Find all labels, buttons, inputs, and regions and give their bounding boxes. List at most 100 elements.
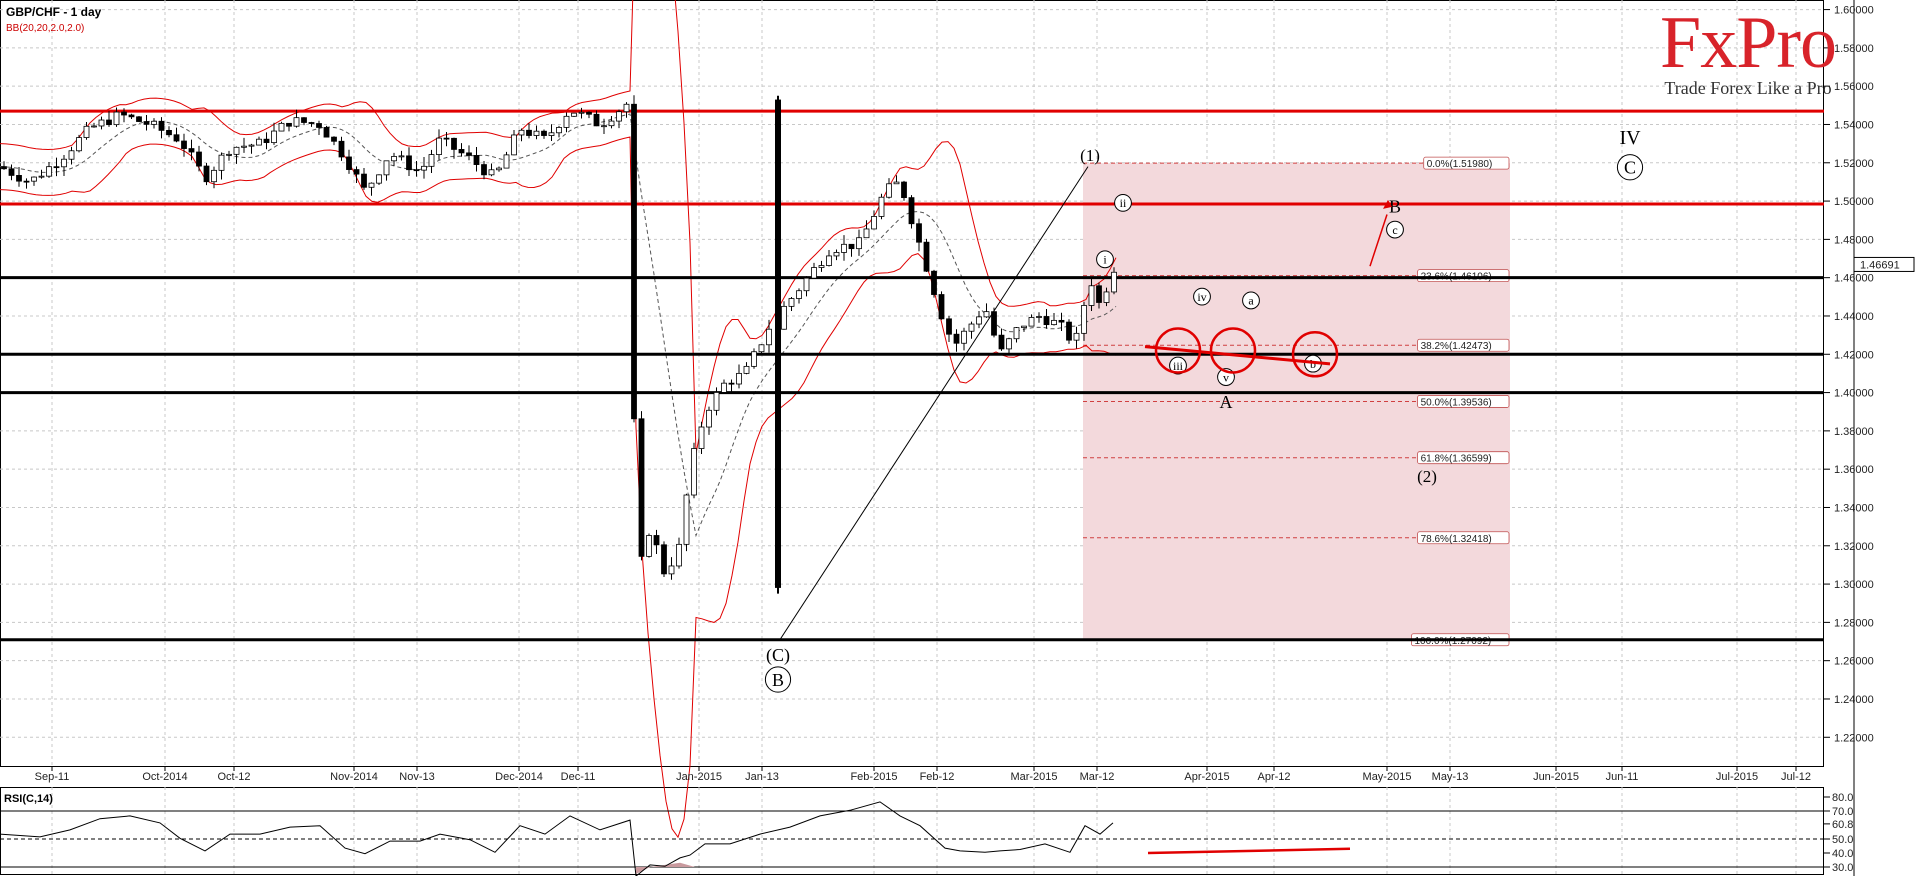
candle-body <box>1111 271 1117 293</box>
candle-body <box>211 169 217 183</box>
candle-body <box>946 318 952 335</box>
candle-body <box>458 149 465 154</box>
candle-body <box>91 125 97 128</box>
candle-body <box>601 125 607 128</box>
candle-body <box>181 140 187 149</box>
candle-body <box>653 535 660 546</box>
bb-upper <box>0 0 1117 454</box>
candle-body <box>1043 316 1050 326</box>
support-resistance-levels <box>0 109 1824 642</box>
candle-body <box>248 144 255 147</box>
projection-line <box>1369 214 1388 267</box>
y-tick-label: 1.52000 <box>1834 158 1874 170</box>
candle-body <box>908 197 915 225</box>
rsi-tick-label: 30.0 <box>1832 862 1853 874</box>
x-tick-label: Apr-12 <box>1257 771 1290 783</box>
candle-body <box>188 148 195 153</box>
y-tick-label: 1.46000 <box>1834 273 1874 285</box>
candle-body <box>218 154 225 171</box>
y-tick-label: 1.50000 <box>1834 196 1874 208</box>
candle-body <box>53 166 60 169</box>
candle-body <box>376 174 382 184</box>
fib-label-box <box>1417 531 1510 545</box>
candle-body <box>511 134 517 156</box>
candle-body <box>856 237 862 250</box>
wave-circle <box>1193 287 1211 306</box>
x-tick-label: Nov-13 <box>399 771 434 783</box>
candle-body <box>173 134 180 142</box>
candle-body <box>743 365 750 374</box>
brand-tagline: Trade Forex Like a Pro <box>1664 78 1832 98</box>
candle-body <box>203 165 210 183</box>
fibonacci-retracement: 0.0%(1.51980)23.6%(1.46106)38.2%(1.42473… <box>1083 156 1510 647</box>
candle-body <box>706 409 712 428</box>
candle-body <box>901 181 907 199</box>
candle-body <box>638 418 645 557</box>
wave-label: ii <box>1120 196 1127 210</box>
candle-body <box>668 565 675 575</box>
wave-circle <box>1616 154 1644 181</box>
candle-body <box>271 130 277 144</box>
candle-body <box>196 151 202 167</box>
candle-body <box>1081 305 1087 334</box>
candle-body <box>8 168 15 176</box>
x-tick-label: Jan-13 <box>745 771 779 783</box>
candle-body <box>98 119 105 127</box>
candle-body <box>608 120 615 127</box>
candle-body <box>586 111 592 115</box>
candle-body <box>548 132 555 136</box>
candle-body <box>436 137 442 155</box>
y-tick-label: 1.36000 <box>1834 464 1874 476</box>
candle-body <box>893 181 900 185</box>
wave-circle <box>764 666 792 693</box>
rsi-trend-line <box>1147 847 1351 855</box>
x-tick-label: Dec-11 <box>561 771 596 783</box>
candle-body <box>1006 338 1012 350</box>
candle-body <box>346 156 352 170</box>
candle-body <box>1103 291 1110 303</box>
candle-body <box>121 111 127 116</box>
candle-body <box>1088 285 1095 306</box>
wave-label: IV <box>1619 127 1641 149</box>
rsi-tick-label: 70.0 <box>1832 806 1853 818</box>
candle-body <box>481 164 487 176</box>
candle-body <box>466 152 472 156</box>
wave-label: (C) <box>766 645 790 666</box>
candle-body <box>353 169 360 175</box>
candle-body <box>593 113 600 127</box>
candle-body <box>916 223 922 243</box>
bb-lower <box>0 136 1117 839</box>
candle-body <box>263 138 270 144</box>
wave-circle <box>1169 356 1187 375</box>
candle-body <box>848 243 855 250</box>
candle-body <box>293 117 300 127</box>
x-tick-label: May-13 <box>1432 771 1469 783</box>
candle-body <box>496 167 502 171</box>
candle-body <box>968 323 975 332</box>
x-tick-label: Nov-2014 <box>330 771 378 783</box>
candle-body <box>556 127 562 134</box>
candle-body <box>61 158 67 168</box>
candle-body <box>451 137 457 150</box>
candle-body <box>728 382 735 385</box>
candle-body <box>76 137 82 152</box>
support-trend-line <box>1144 345 1331 366</box>
x-tick-label: May-2015 <box>1363 771 1412 783</box>
y-tick-label: 1.28000 <box>1834 617 1874 629</box>
y-tick-label: 1.58000 <box>1834 43 1874 55</box>
x-tick-label: Dec-2014 <box>495 771 543 783</box>
x-tick-label: Jun-11 <box>1606 771 1639 783</box>
candle-body <box>938 294 945 320</box>
wave-label: A <box>1220 392 1233 412</box>
candle-body <box>661 544 667 575</box>
projection-arrowhead <box>1383 199 1392 209</box>
candle-body <box>961 330 967 344</box>
rsi-plot-frame <box>0 787 1824 875</box>
fib-label: 78.6%(1.32418) <box>1421 534 1492 545</box>
x-tick-label: Mar-2015 <box>1010 771 1057 783</box>
candle-body <box>166 129 172 136</box>
candle-body <box>623 103 630 113</box>
y-tick-label: 1.40000 <box>1834 388 1874 400</box>
candle-body <box>256 138 262 146</box>
